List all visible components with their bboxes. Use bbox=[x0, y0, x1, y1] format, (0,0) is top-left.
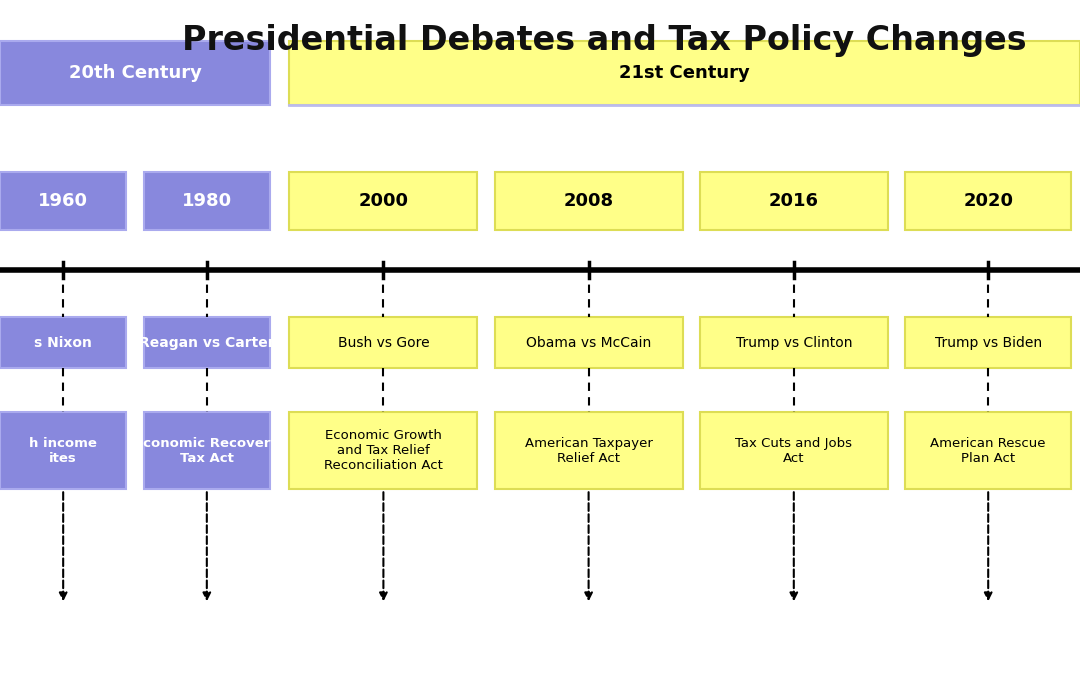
Text: 2008: 2008 bbox=[564, 192, 613, 210]
Bar bbox=[905, 172, 1071, 230]
Bar bbox=[144, 317, 270, 368]
Text: Trump vs Clinton: Trump vs Clinton bbox=[735, 335, 852, 350]
Text: 20th Century: 20th Century bbox=[68, 63, 202, 82]
Bar bbox=[144, 412, 270, 489]
Text: 1960: 1960 bbox=[38, 192, 89, 210]
Bar bbox=[289, 412, 477, 489]
Text: 2020: 2020 bbox=[963, 192, 1013, 210]
Text: Tax Cuts and Jobs
Act: Tax Cuts and Jobs Act bbox=[735, 437, 852, 464]
Text: Trump vs Biden: Trump vs Biden bbox=[934, 335, 1042, 350]
Text: Bush vs Gore: Bush vs Gore bbox=[338, 335, 429, 350]
Text: Presidential Debates and Tax Policy Changes: Presidential Debates and Tax Policy Chan… bbox=[183, 24, 1027, 57]
Text: Obama vs McCain: Obama vs McCain bbox=[526, 335, 651, 350]
Bar bbox=[0, 317, 126, 368]
Bar bbox=[495, 412, 683, 489]
Bar bbox=[144, 172, 270, 230]
Bar bbox=[289, 317, 477, 368]
Text: s Nixon: s Nixon bbox=[35, 335, 92, 350]
Text: h income
ites: h income ites bbox=[29, 437, 97, 464]
Text: Economic Recovery
Tax Act: Economic Recovery Tax Act bbox=[134, 437, 280, 464]
Text: 2016: 2016 bbox=[769, 192, 819, 210]
Text: 21st Century: 21st Century bbox=[619, 63, 751, 82]
Bar bbox=[700, 317, 888, 368]
Bar bbox=[700, 412, 888, 489]
Bar bbox=[0, 172, 126, 230]
Bar bbox=[495, 317, 683, 368]
Bar bbox=[905, 412, 1071, 489]
Bar bbox=[495, 172, 683, 230]
Bar bbox=[289, 172, 477, 230]
Bar bbox=[289, 40, 1080, 105]
Text: American Taxpayer
Relief Act: American Taxpayer Relief Act bbox=[525, 437, 652, 464]
Bar bbox=[0, 40, 270, 105]
Text: American Rescue
Plan Act: American Rescue Plan Act bbox=[931, 437, 1045, 464]
Text: 1980: 1980 bbox=[181, 192, 232, 210]
Bar bbox=[0, 412, 126, 489]
Text: 2000: 2000 bbox=[359, 192, 408, 210]
Text: Economic Growth
and Tax Relief
Reconciliation Act: Economic Growth and Tax Relief Reconcili… bbox=[324, 429, 443, 472]
Bar bbox=[905, 317, 1071, 368]
Text: Reagan vs Carter: Reagan vs Carter bbox=[139, 335, 274, 350]
Bar bbox=[700, 172, 888, 230]
